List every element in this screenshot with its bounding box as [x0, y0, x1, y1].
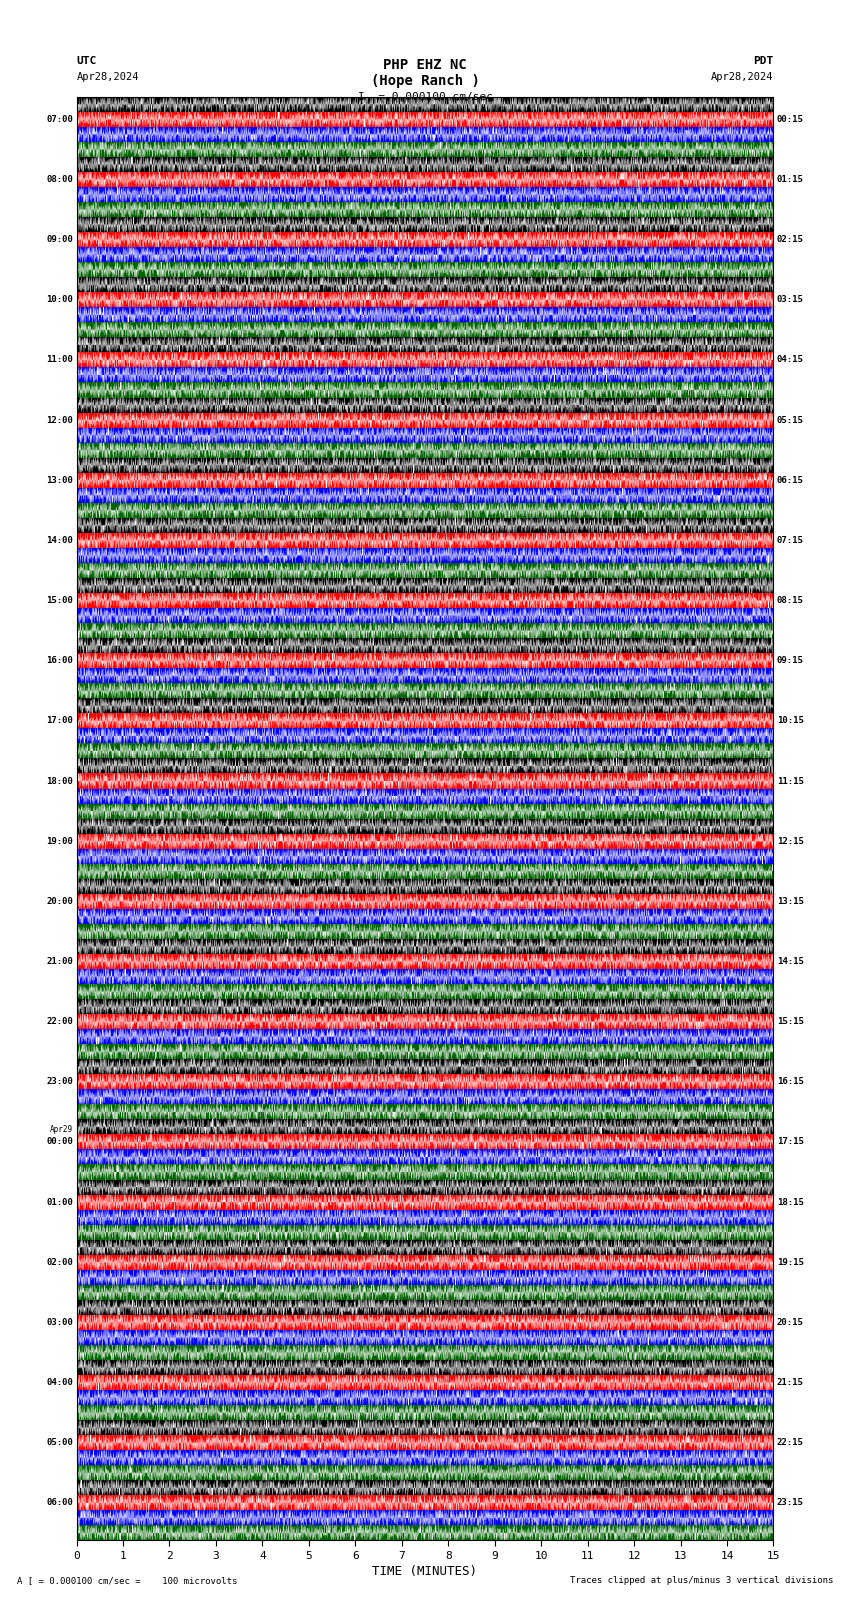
Text: 13:00: 13:00 — [46, 476, 73, 486]
Text: 18:15: 18:15 — [777, 1197, 804, 1207]
Text: 01:15: 01:15 — [777, 174, 804, 184]
Text: 04:15: 04:15 — [777, 355, 804, 365]
Text: Traces clipped at plus/minus 3 vertical divisions: Traces clipped at plus/minus 3 vertical … — [570, 1576, 833, 1586]
Text: 03:15: 03:15 — [777, 295, 804, 305]
Text: 20:00: 20:00 — [46, 897, 73, 907]
Text: 16:15: 16:15 — [777, 1077, 804, 1086]
Text: 19:00: 19:00 — [46, 837, 73, 845]
Text: 06:00: 06:00 — [46, 1498, 73, 1507]
Text: PDT: PDT — [753, 56, 774, 66]
Text: 22:00: 22:00 — [46, 1018, 73, 1026]
Text: 07:00: 07:00 — [46, 115, 73, 124]
Text: 16:00: 16:00 — [46, 656, 73, 665]
Text: 19:15: 19:15 — [777, 1258, 804, 1266]
Text: (Hope Ranch ): (Hope Ranch ) — [371, 74, 479, 87]
Text: 11:15: 11:15 — [777, 776, 804, 786]
Text: 00:00: 00:00 — [46, 1137, 73, 1147]
Text: 10:15: 10:15 — [777, 716, 804, 726]
Text: 20:15: 20:15 — [777, 1318, 804, 1327]
Text: 21:00: 21:00 — [46, 957, 73, 966]
X-axis label: TIME (MINUTES): TIME (MINUTES) — [372, 1565, 478, 1578]
Text: 17:00: 17:00 — [46, 716, 73, 726]
Text: 07:15: 07:15 — [777, 536, 804, 545]
Text: 05:00: 05:00 — [46, 1439, 73, 1447]
Text: 14:15: 14:15 — [777, 957, 804, 966]
Text: 10:00: 10:00 — [46, 295, 73, 305]
Text: 08:00: 08:00 — [46, 174, 73, 184]
Text: 01:00: 01:00 — [46, 1197, 73, 1207]
Text: 04:00: 04:00 — [46, 1378, 73, 1387]
Text: Apr29: Apr29 — [50, 1126, 73, 1134]
Text: 13:15: 13:15 — [777, 897, 804, 907]
Text: 09:00: 09:00 — [46, 235, 73, 244]
Text: 03:00: 03:00 — [46, 1318, 73, 1327]
Text: 23:15: 23:15 — [777, 1498, 804, 1507]
Text: UTC: UTC — [76, 56, 97, 66]
Text: Apr28,2024: Apr28,2024 — [76, 73, 139, 82]
Text: 09:15: 09:15 — [777, 656, 804, 665]
Text: PHP EHZ NC: PHP EHZ NC — [383, 58, 467, 71]
Text: 18:00: 18:00 — [46, 776, 73, 786]
Text: 05:15: 05:15 — [777, 416, 804, 424]
Text: 11:00: 11:00 — [46, 355, 73, 365]
Text: 00:15: 00:15 — [777, 115, 804, 124]
Text: 12:15: 12:15 — [777, 837, 804, 845]
Text: 02:15: 02:15 — [777, 235, 804, 244]
Text: 14:00: 14:00 — [46, 536, 73, 545]
Text: I  = 0.000100 cm/sec: I = 0.000100 cm/sec — [358, 92, 492, 102]
Text: 15:15: 15:15 — [777, 1018, 804, 1026]
Text: 06:15: 06:15 — [777, 476, 804, 486]
Text: 12:00: 12:00 — [46, 416, 73, 424]
Text: 08:15: 08:15 — [777, 597, 804, 605]
Text: 23:00: 23:00 — [46, 1077, 73, 1086]
Text: 15:00: 15:00 — [46, 597, 73, 605]
Text: A [ = 0.000100 cm/sec =    100 microvolts: A [ = 0.000100 cm/sec = 100 microvolts — [17, 1576, 237, 1586]
Text: 21:15: 21:15 — [777, 1378, 804, 1387]
Text: 17:15: 17:15 — [777, 1137, 804, 1147]
Text: Apr28,2024: Apr28,2024 — [711, 73, 774, 82]
Text: 22:15: 22:15 — [777, 1439, 804, 1447]
Text: 02:00: 02:00 — [46, 1258, 73, 1266]
